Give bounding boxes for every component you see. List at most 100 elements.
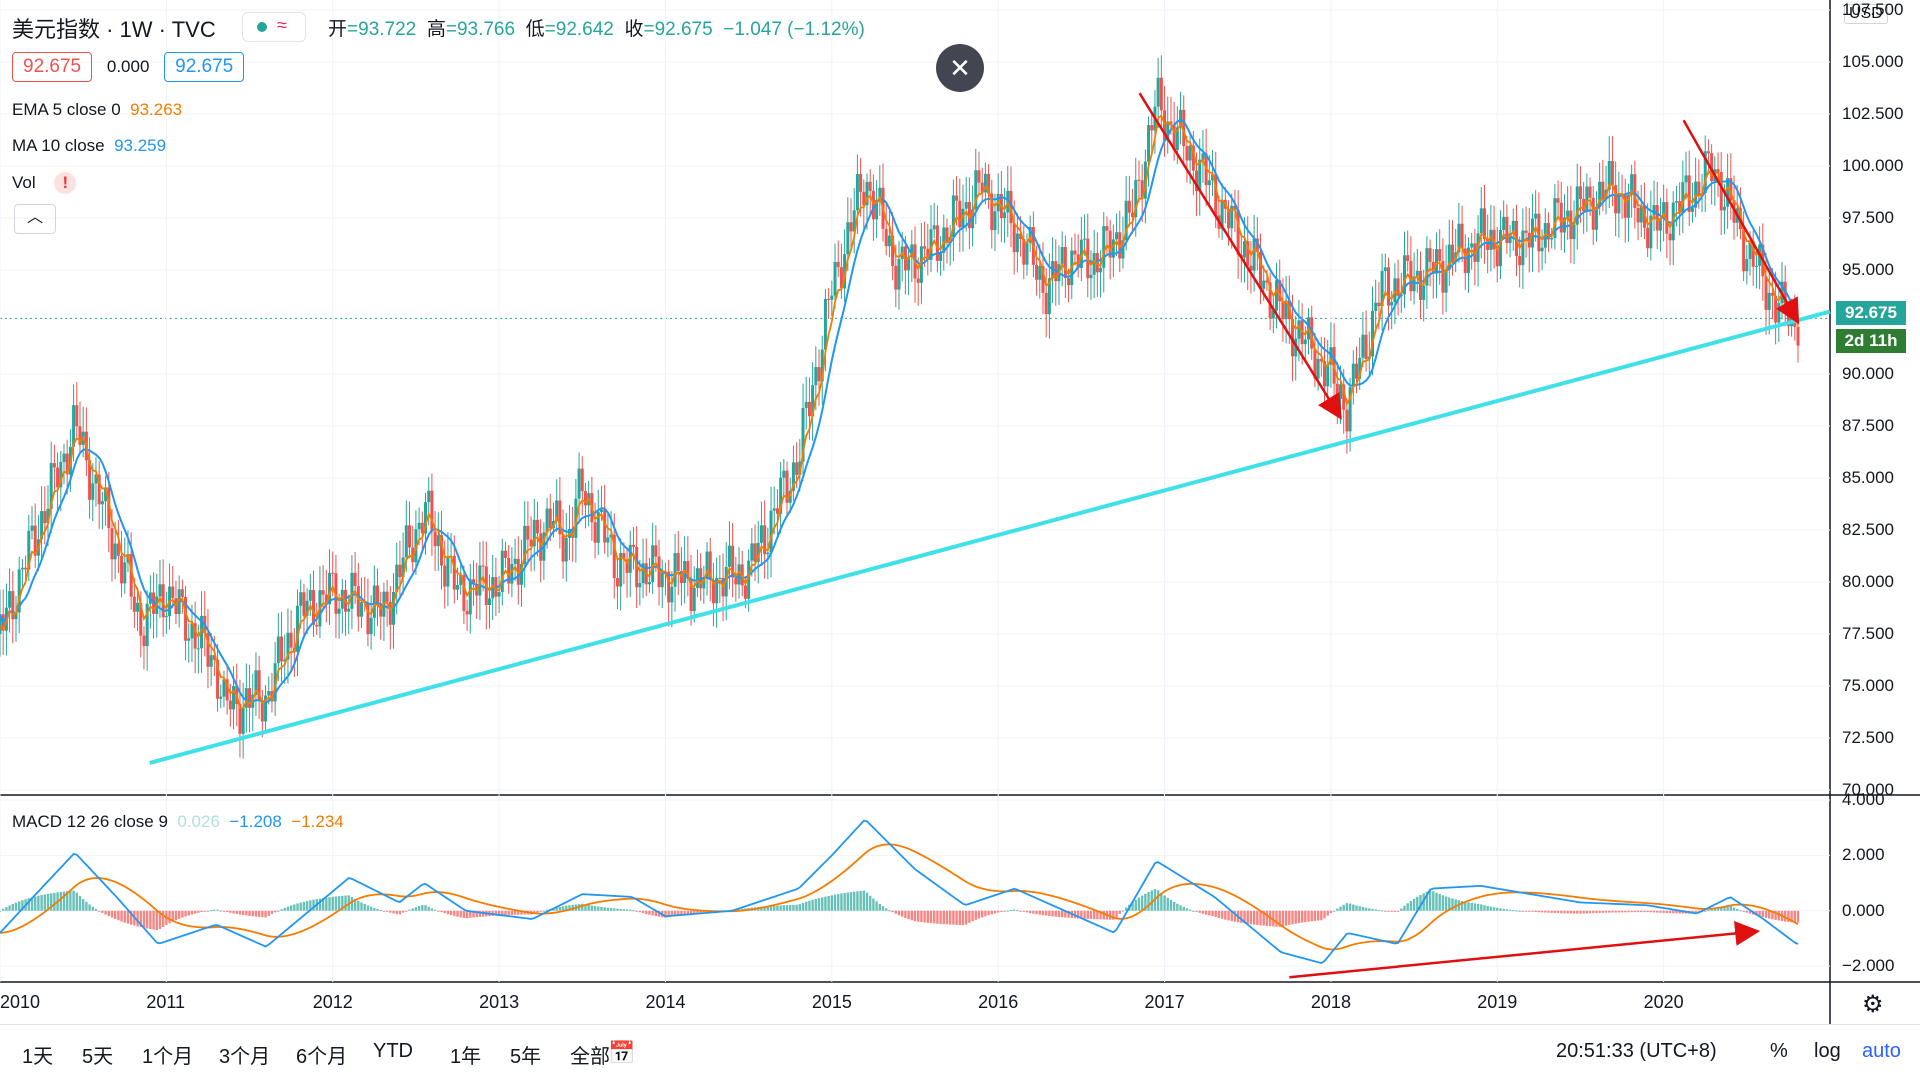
settings-gear-icon[interactable]: ⚙ — [1862, 991, 1884, 1018]
candle-body — [1124, 200, 1128, 241]
candle-body — [1230, 205, 1234, 229]
macd-line — [0, 819, 1799, 965]
candle-body — [1642, 205, 1646, 228]
candle-body — [1646, 227, 1650, 249]
macd-legend[interactable]: MACD 12 26 close 9 0.026 −1.208 −1.234 — [12, 812, 344, 832]
candle-body — [366, 602, 370, 635]
candle-body — [1770, 292, 1774, 296]
macd-hist-bar — [1486, 905, 1489, 911]
macd-hist-bar — [1748, 910, 1752, 914]
close-button[interactable]: ✕ — [936, 44, 984, 92]
macd-hist-bar — [126, 910, 130, 924]
range-button[interactable]: 3个月 — [219, 1046, 271, 1068]
ema-legend[interactable]: EMA 5 close 0 93.263 — [12, 100, 182, 120]
macd-hist-bar — [968, 910, 971, 923]
change-readout: −1.047 (−1.12%) — [723, 19, 865, 40]
range-button[interactable]: 全部 — [570, 1046, 610, 1068]
macd-hist-bar — [1076, 910, 1080, 919]
candle-body — [225, 679, 229, 701]
macd-hist-bar — [8, 905, 11, 911]
candle-body — [1383, 267, 1387, 271]
candle-body — [1655, 205, 1659, 231]
candle-body — [388, 601, 392, 625]
clock-readout[interactable]: 20:51:33 (UTC+8) — [1556, 1040, 1717, 1062]
bid-box[interactable]: 92.675 — [12, 52, 93, 82]
candle-body — [1431, 261, 1435, 274]
macd-hist-bar — [152, 910, 155, 930]
range-button[interactable]: 5年 — [510, 1046, 542, 1068]
candle-body — [129, 553, 133, 597]
currency-label[interactable]: USD — [1844, 4, 1888, 24]
candle-body — [471, 579, 475, 585]
range-button[interactable]: 1天 — [22, 1046, 54, 1068]
warning-icon[interactable]: ! — [54, 172, 77, 194]
date-range-calendar-icon[interactable]: 📅 — [608, 1040, 636, 1065]
macd-hist-bar — [1476, 903, 1480, 911]
candle-body — [1540, 247, 1544, 252]
macd-hist-bar — [1188, 909, 1192, 911]
candle-body — [1502, 216, 1506, 230]
candle-body — [529, 539, 533, 547]
chart-canvas[interactable] — [0, 0, 1920, 1024]
macd-hist-bar — [501, 910, 504, 916]
ask-box[interactable]: 92.675 — [164, 52, 245, 82]
macd-hist-bar — [1502, 908, 1505, 911]
macd-hist-bar — [1057, 910, 1061, 918]
macd-hist-bar — [824, 896, 827, 911]
range-button[interactable]: 1个月 — [142, 1046, 194, 1068]
candle-body — [715, 578, 719, 604]
candle-body — [1268, 282, 1272, 319]
auto-scale-toggle[interactable]: auto — [1862, 1040, 1901, 1062]
candle-body — [859, 174, 863, 192]
market-status-pill[interactable]: ≈ — [242, 12, 306, 42]
macd-label: MACD 12 26 close 9 — [12, 812, 168, 831]
candle-body — [1479, 208, 1483, 234]
ma-value: 93.259 — [114, 136, 167, 155]
macd-hist-bar — [443, 910, 446, 914]
vol-legend[interactable]: Vol ! — [12, 172, 77, 194]
macd-hist-bar — [350, 896, 354, 911]
range-button[interactable]: 6个月 — [296, 1046, 348, 1068]
candle-body — [647, 582, 651, 585]
collapse-legend-button[interactable]: ︿ — [14, 204, 56, 234]
candle-body — [1575, 186, 1579, 225]
candle-body — [939, 252, 943, 261]
range-button[interactable]: YTD — [373, 1040, 413, 1062]
macd-hist-bar — [773, 905, 776, 911]
symbol-title[interactable]: 美元指数 · 1W · TVC — [12, 12, 216, 44]
candle-body — [631, 544, 635, 547]
macd-hist-bar — [200, 910, 203, 913]
range-button[interactable]: 5天 — [82, 1046, 114, 1068]
macd-hist-bar — [859, 890, 862, 911]
macd-hist-bar — [1774, 910, 1777, 920]
macd-hist-bar — [667, 910, 670, 918]
macd-hist-bar — [1585, 910, 1589, 914]
log-scale-toggle[interactable]: log — [1814, 1040, 1841, 1062]
macd-hist-bar — [961, 910, 965, 926]
macd-hist-bar — [216, 909, 219, 911]
candle-body — [804, 401, 808, 408]
candle-body — [1143, 161, 1147, 199]
macd-hist-bar — [1009, 909, 1013, 911]
macd-series — [0, 819, 1800, 965]
macd-hist-bar — [305, 901, 309, 911]
candle-body — [734, 577, 738, 585]
candle-body — [1386, 267, 1390, 306]
candle-body — [280, 636, 284, 662]
range-button[interactable]: 1年 — [450, 1046, 482, 1068]
candle-body — [1355, 363, 1359, 379]
macd-hist-bar — [376, 909, 379, 911]
macd-hist-bar — [1681, 910, 1685, 914]
macd-hist-bar — [1611, 910, 1614, 913]
macd-hist-bar — [1531, 910, 1534, 912]
percent-scale-toggle[interactable]: % — [1770, 1040, 1788, 1062]
candle-body — [692, 587, 696, 612]
macd-hist-bar — [964, 910, 968, 925]
macd-hist-bar — [1496, 907, 1499, 911]
macd-hist-bar — [229, 910, 232, 913]
macd-hist-bar — [673, 910, 677, 916]
price-tick-label: 82.500 — [1842, 520, 1894, 539]
ma-legend[interactable]: MA 10 close 93.259 — [12, 136, 166, 156]
macd-hist-bar — [1614, 910, 1617, 913]
candle-body — [360, 602, 364, 617]
